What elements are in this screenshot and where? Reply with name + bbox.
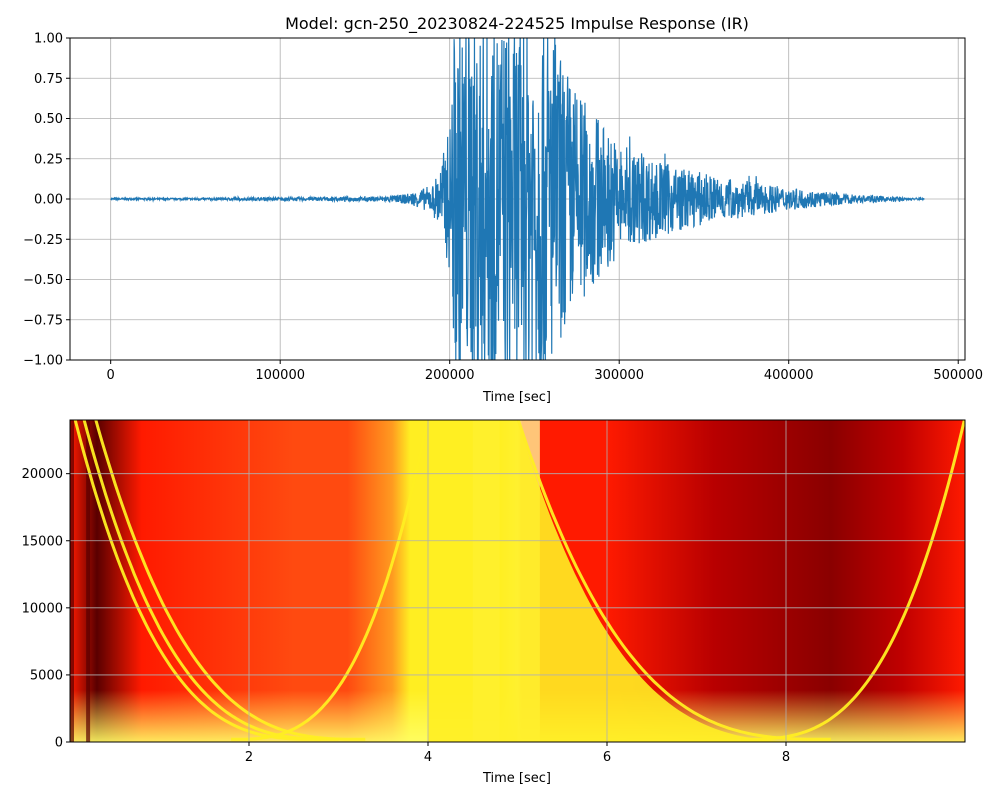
spectrogram-sweep <box>231 420 429 741</box>
ir-y-tick-label: 0.50 <box>34 112 63 127</box>
spectrogram-x-tick-label: 8 <box>782 750 790 765</box>
ir-x-tick-label: 100000 <box>255 368 305 383</box>
spectrogram-plot-frame <box>69 419 966 743</box>
spectrogram-y-tick-label: 5000 <box>30 668 63 683</box>
spectrogram-sweeps <box>73 420 965 741</box>
ir-y-tick-label: −0.75 <box>23 313 63 328</box>
ir-y-tick-label: 0.75 <box>34 72 63 87</box>
spectrogram-x-axis-label: Time [sec] <box>482 771 551 786</box>
spectrogram-y-tick-label: 0 <box>55 736 63 751</box>
spectrogram-y-tick-label: 15000 <box>22 534 63 549</box>
ir-y-tick-label: 0.25 <box>34 152 63 167</box>
spectrogram-dark-stripe <box>70 420 74 742</box>
spectrogram-bright-region <box>428 420 831 742</box>
spectrogram-dark-stripe <box>86 420 91 742</box>
ir-x-tick-label: 0 <box>107 368 115 383</box>
ir-y-tick-label: −0.25 <box>23 233 63 248</box>
spectrogram-x-tick-label: 4 <box>424 750 432 765</box>
spectrogram-x-tick-label: 2 <box>245 750 253 765</box>
ir-x-axis-label: Time [sec] <box>482 390 551 405</box>
spectrogram-y-tick-label: 20000 <box>22 467 63 482</box>
ir-x-ticks: 0 100000 200000 300000 400000 500000 <box>107 360 983 383</box>
spectrogram-sweep <box>741 420 965 741</box>
ir-y-tick-label: −0.50 <box>23 273 63 288</box>
ir-x-tick-label: 400000 <box>764 368 814 383</box>
ir-waveform-line <box>110 38 925 360</box>
spectrogram-x-ticks: 2 4 6 8 <box>245 742 790 765</box>
spectrogram-y-ticks: 0 5000 10000 15000 20000 <box>22 467 70 751</box>
spectrogram-dark-stripes <box>70 420 91 742</box>
ir-title: Model: gcn-250_20230824-224525 Impulse R… <box>285 14 749 34</box>
ir-y-tick-label: −1.00 <box>23 354 63 369</box>
ir-x-tick-label: 200000 <box>425 368 475 383</box>
spectrogram-sweep <box>82 420 339 741</box>
spectrogram-sweep <box>94 420 366 741</box>
spectrogram-x-tick-label: 6 <box>603 750 611 765</box>
spectrogram-sweep <box>73 420 321 741</box>
ir-panel: Model: gcn-250_20230824-224525 Impulse R… <box>23 14 983 405</box>
ir-y-ticks: −1.00 −0.75 −0.50 −0.25 0.00 0.25 0.50 0.75 1.00 <box>23 32 70 369</box>
ir-x-tick-label: 500000 <box>933 368 983 383</box>
ir-y-tick-label: 0.00 <box>34 193 63 208</box>
ir-x-tick-label: 300000 <box>594 368 644 383</box>
spectrogram-y-tick-label: 10000 <box>22 601 63 616</box>
spectrogram-panel: 2 4 6 8 0 5000 10000 15000 20000 Time [sec] <box>22 419 966 786</box>
ir-y-tick-label: 1.00 <box>34 32 63 47</box>
